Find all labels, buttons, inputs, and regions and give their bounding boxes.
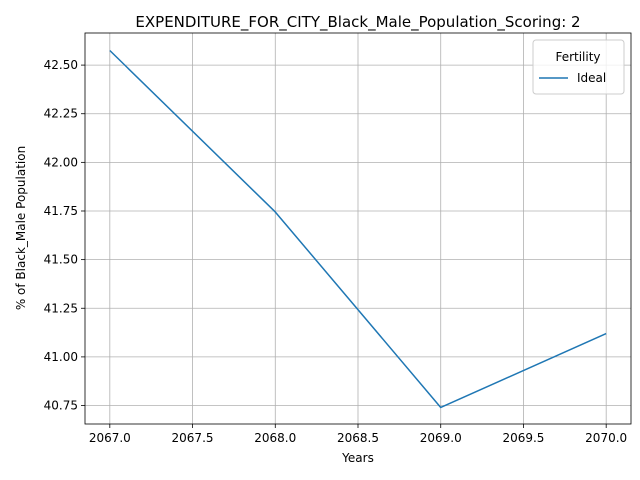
- legend-title: Fertility: [555, 50, 600, 64]
- y-tick-label: 42.25: [44, 107, 78, 121]
- x-axis-label: Years: [341, 451, 374, 465]
- x-tick-label: 2068.5: [337, 431, 379, 445]
- legend-box: [532, 39, 625, 95]
- data-point: [605, 333, 607, 335]
- grid-lines: [85, 33, 631, 424]
- x-axis-ticks: 2067.0 2067.5 2068.0 2068.5 2069.0 2069.5 2070…: [89, 424, 627, 445]
- series-line-ideal: [109, 49, 607, 409]
- y-tick-label: 41.25: [44, 301, 78, 315]
- data-point: [440, 406, 442, 408]
- x-tick-label: 2070.0: [585, 431, 627, 445]
- y-axis-label: % of Black_Male Population: [14, 146, 28, 310]
- y-tick-label: 41.50: [44, 253, 78, 267]
- y-tick-label: 42.00: [44, 155, 78, 169]
- y-tick-label: 41.00: [44, 350, 78, 364]
- y-tick-label: 42.50: [44, 58, 78, 72]
- y-axis-ticks: 40.75 41.00 41.25 41.50 41.75 42.00 42.25 42.50: [44, 58, 85, 413]
- legend: Fertility Ideal: [532, 39, 625, 95]
- series-layer: [109, 49, 607, 409]
- data-point: [274, 211, 276, 213]
- y-tick-label: 41.75: [44, 204, 78, 218]
- x-tick-label: 2069.0: [420, 431, 462, 445]
- x-tick-label: 2067.5: [172, 431, 214, 445]
- chart-title: EXPENDITURE_FOR_CITY_Black_Male_Populati…: [135, 13, 580, 32]
- y-tick-label: 40.75: [44, 399, 78, 413]
- x-tick-label: 2069.5: [502, 431, 544, 445]
- data-point: [109, 50, 111, 52]
- legend-label-ideal: Ideal: [577, 71, 606, 85]
- x-tick-label: 2068.0: [254, 431, 296, 445]
- x-tick-label: 2067.0: [89, 431, 131, 445]
